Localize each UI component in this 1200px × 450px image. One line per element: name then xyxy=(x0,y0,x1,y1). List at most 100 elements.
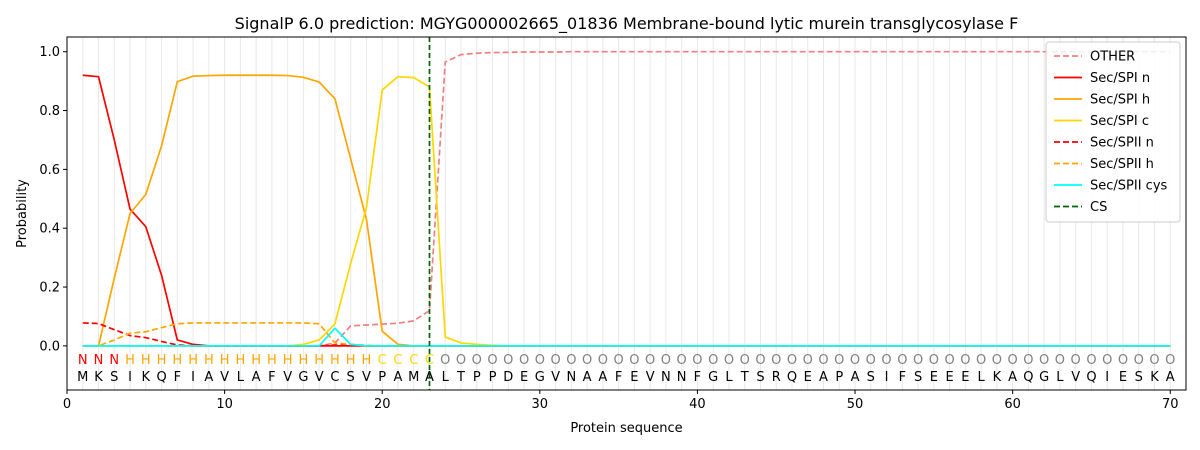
series-line xyxy=(82,75,1171,347)
residue-letter: V xyxy=(362,370,371,385)
x-axis-ticks: 0 10 20 30 40 50 60 70 xyxy=(63,390,1179,412)
residue-letter: M xyxy=(77,370,88,385)
residue-letter: V xyxy=(315,370,324,385)
y-tick-label: 0.0 xyxy=(39,339,60,354)
region-label: O xyxy=(535,353,545,368)
region-label: O xyxy=(1071,353,1081,368)
y-axis-label: Probability xyxy=(15,179,30,248)
residue-letter: L xyxy=(237,370,245,385)
region-label: O xyxy=(677,353,687,368)
region-label: N xyxy=(78,353,88,368)
residue-letter: A xyxy=(204,370,213,385)
residue-letter: I xyxy=(1105,370,1109,385)
region-label: C xyxy=(409,353,418,368)
series-lines xyxy=(82,50,1171,347)
region-label: O xyxy=(661,353,671,368)
residue-letter: P xyxy=(835,370,843,385)
residue-letter: E xyxy=(945,370,953,385)
series-line xyxy=(82,327,1171,347)
series-line xyxy=(82,322,1171,347)
residue-letter: L xyxy=(442,370,450,385)
y-tick-label: 0.8 xyxy=(39,104,60,119)
x-tick-label: 20 xyxy=(374,397,391,412)
region-label: H xyxy=(204,353,214,368)
region-label: O xyxy=(1118,353,1128,368)
residue-letter: L xyxy=(1056,370,1064,385)
legend-box xyxy=(1045,41,1181,223)
region-label: O xyxy=(834,353,844,368)
residue-letter: Q xyxy=(1023,370,1033,385)
region-label: O xyxy=(771,353,781,368)
x-tick-label: 60 xyxy=(1004,397,1021,412)
region-label: H xyxy=(267,353,277,368)
residue-letter: D xyxy=(503,370,513,385)
residue-letter: E xyxy=(520,370,528,385)
region-label: O xyxy=(1134,353,1144,368)
y-tick-label: 0.4 xyxy=(39,222,60,237)
series-line xyxy=(82,322,1171,347)
residue-letter: K xyxy=(993,370,1002,385)
region-label: O xyxy=(787,353,797,368)
region-label: O xyxy=(881,353,891,368)
residue-letter: Q xyxy=(156,370,166,385)
region-label: O xyxy=(1165,353,1175,368)
residue-letter: R xyxy=(772,370,781,385)
region-label: O xyxy=(1149,353,1159,368)
region-label: O xyxy=(1008,353,1018,368)
region-label: O xyxy=(724,353,734,368)
x-tick-label: 50 xyxy=(847,397,864,412)
residue-letter: A xyxy=(1166,370,1175,385)
region-label: O xyxy=(645,353,655,368)
residue-letter: A xyxy=(851,370,860,385)
residue-letter: P xyxy=(473,370,481,385)
residue-letter: V xyxy=(220,370,229,385)
residue-letter: A xyxy=(252,370,261,385)
residue-letter: S xyxy=(867,370,875,385)
region-label: H xyxy=(141,353,151,368)
residue-letter: F xyxy=(694,370,701,385)
legend-entry: Sec/SPI n xyxy=(1090,71,1150,86)
residue-letter: K xyxy=(1150,370,1159,385)
residue-letter: K xyxy=(94,370,103,385)
region-label: O xyxy=(740,353,750,368)
residue-letter: P xyxy=(378,370,386,385)
residue-letter: S xyxy=(110,370,118,385)
region-label: H xyxy=(172,353,182,368)
residue-letter: N xyxy=(566,370,576,385)
y-tick-label: 0.2 xyxy=(39,281,60,296)
region-label: O xyxy=(708,353,718,368)
residue-letter: N xyxy=(661,370,671,385)
residue-letter: E xyxy=(630,370,638,385)
region-label: N xyxy=(94,353,104,368)
region-label: H xyxy=(314,353,324,368)
legend-entry: OTHER xyxy=(1090,50,1135,65)
region-label: H xyxy=(220,353,230,368)
region-label: H xyxy=(235,353,245,368)
residue-letter: L xyxy=(977,370,985,385)
series-line xyxy=(82,74,1171,347)
x-axis-label: Protein sequence xyxy=(570,421,682,436)
sequence-letters: NMNKNSHIHKHQHFHIHAHVHLHAHFHVHGHVHCHSHVCP… xyxy=(77,353,1175,385)
region-label: O xyxy=(803,353,813,368)
residue-letter: V xyxy=(1071,370,1080,385)
region-label: H xyxy=(157,353,167,368)
region-label: O xyxy=(440,353,450,368)
region-label: O xyxy=(582,353,592,368)
residue-letter: F xyxy=(174,370,181,385)
residue-letter: Q xyxy=(1086,370,1096,385)
series-line xyxy=(82,50,1171,347)
region-label: O xyxy=(755,353,765,368)
region-label: H xyxy=(362,353,372,368)
region-label: O xyxy=(1055,353,1065,368)
residue-letter: E xyxy=(804,370,812,385)
x-tick-label: 40 xyxy=(689,397,706,412)
residue-letter: G xyxy=(298,370,308,385)
plot-frame xyxy=(66,36,1187,391)
region-label: O xyxy=(503,353,513,368)
residue-letter: A xyxy=(583,370,592,385)
legend: OTHER Sec/SPI n Sec/SPI h Sec/SPI c Sec/SPII… xyxy=(1045,41,1181,223)
y-tick-label: 1.0 xyxy=(39,45,60,60)
region-label: O xyxy=(456,353,466,368)
region-label: O xyxy=(913,353,923,368)
residue-letter: L xyxy=(725,370,733,385)
